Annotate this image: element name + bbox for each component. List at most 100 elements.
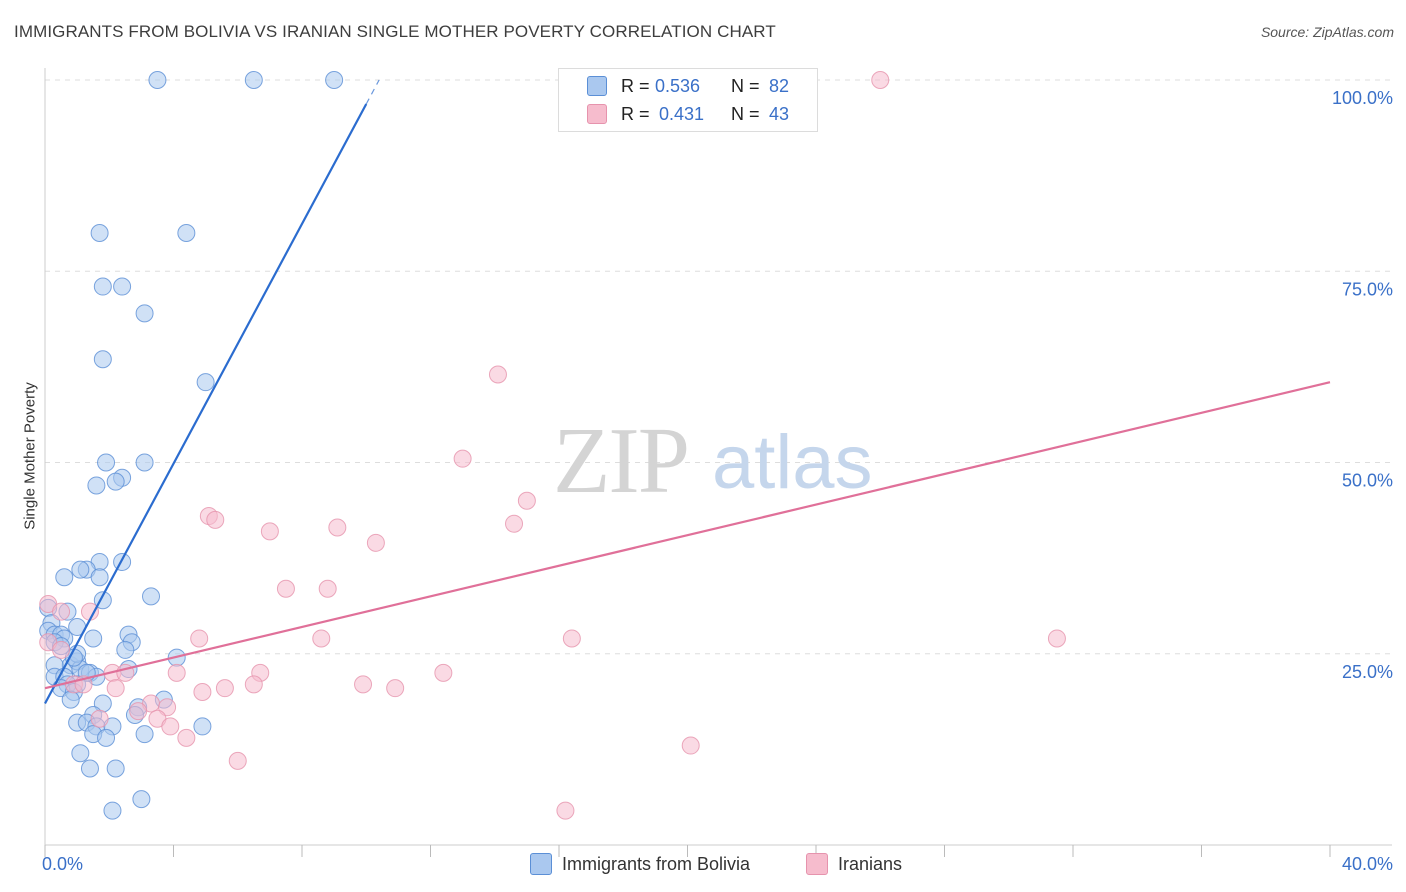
bottom-legend-label: Immigrants from Bolivia	[562, 853, 751, 874]
bolivia-point	[148, 71, 167, 89]
legend-r-label: R =	[621, 75, 650, 96]
iranian-point	[52, 602, 71, 621]
bolivia-point	[87, 476, 106, 495]
bottom-legend-bolivia: Immigrants from Bolivia	[530, 852, 750, 876]
stats-legend: R = 0.536 N = 82 R = 0.431 N = 43	[558, 68, 818, 132]
source-label: Source: ZipAtlas.com	[1260, 24, 1394, 40]
iranian-point	[318, 579, 337, 598]
bolivia-point	[135, 304, 154, 323]
bolivia-point	[132, 790, 151, 809]
bolivia-point	[106, 472, 125, 491]
iranian-trendline	[44, 381, 1331, 690]
legend-r-value: 0.536	[655, 75, 701, 96]
bolivia-point	[71, 560, 90, 579]
watermark-atlas: atlas	[712, 420, 873, 505]
bolivia-point	[61, 690, 80, 709]
iranian-point	[161, 717, 180, 736]
legend-n-value: 43	[769, 103, 790, 124]
bottom-legend-iranians: Iranians	[806, 852, 902, 876]
bolivia-point	[177, 224, 196, 242]
y-tick-label: 75.0%	[1342, 279, 1393, 299]
legend-n-label: N =	[731, 103, 760, 124]
x-tick-label: 0.0%	[42, 854, 83, 874]
bolivia-trendline	[44, 103, 368, 704]
bolivia-point	[90, 224, 109, 242]
bolivia-point	[113, 552, 132, 571]
bolivia-point	[103, 801, 122, 820]
tick-labels: 25.0% 50.0% 75.0% 100.0% 0.0% 40.0%	[42, 88, 1393, 874]
bolivia-point	[196, 373, 215, 392]
iranian-point	[190, 629, 209, 648]
bolivia-point	[135, 725, 154, 744]
iranian-point	[434, 663, 453, 682]
iranian-point	[177, 728, 196, 747]
bolivia-point	[325, 71, 344, 89]
legend-swatch-blue	[587, 76, 607, 96]
y-tick-label: 50.0%	[1342, 471, 1393, 491]
bolivia-point	[97, 728, 116, 747]
bolivia-point	[193, 717, 212, 736]
iranian-point	[871, 71, 890, 89]
bolivia-point	[71, 744, 90, 763]
iranian-point	[206, 510, 225, 529]
bolivia-point	[84, 629, 103, 648]
iranian-point	[517, 491, 536, 510]
points-layer	[39, 71, 1066, 820]
trend-layer	[44, 79, 1331, 704]
legend-swatch-pink	[587, 104, 607, 124]
bottom-legend-label: Iranians	[838, 853, 903, 874]
iranian-point	[1047, 629, 1066, 648]
legend-r-label: R =	[621, 103, 650, 124]
iranian-point	[193, 683, 212, 701]
bolivia-point	[90, 568, 109, 587]
iranian-point	[681, 736, 700, 755]
iranian-point	[386, 679, 405, 698]
iranian-point	[453, 449, 472, 468]
legend-r-value: 0.431	[659, 103, 705, 124]
grid-layer	[45, 79, 1392, 655]
y-tick-label: 25.0%	[1342, 662, 1393, 682]
legend-n-label: N =	[731, 75, 760, 96]
iranian-point	[556, 801, 575, 820]
bolivia-point	[116, 640, 135, 659]
iranian-point	[90, 709, 109, 728]
bolivia-point	[244, 71, 263, 89]
bolivia-point	[80, 759, 99, 778]
iranian-point	[167, 663, 186, 682]
iranian-point	[276, 579, 295, 598]
bottom-legend-swatch-pink	[806, 853, 828, 875]
iranian-point	[260, 522, 279, 541]
y-tick-label: 100.0%	[1332, 88, 1393, 108]
bolivia-point	[93, 350, 112, 369]
chart-title: IMMIGRANTS FROM BOLIVIA VS IRANIAN SINGL…	[14, 22, 776, 41]
legend-n-value: 82	[769, 75, 790, 96]
bolivia-trendline-extension	[365, 79, 380, 105]
bottom-legend-swatch-blue	[530, 853, 552, 875]
iranian-point	[129, 702, 148, 721]
iranian-point	[505, 514, 524, 533]
iranian-point	[158, 698, 177, 717]
axis-layer	[44, 68, 1392, 857]
watermark-zip: ZIP	[553, 409, 688, 513]
bolivia-point	[106, 759, 125, 778]
iranian-point	[562, 629, 581, 648]
iranian-point	[106, 679, 125, 698]
iranian-point	[215, 679, 234, 698]
iranian-point	[244, 675, 263, 694]
iranian-point	[52, 640, 71, 659]
iranian-point	[328, 518, 347, 537]
iranian-point	[228, 751, 247, 770]
bolivia-point	[142, 587, 161, 606]
bolivia-point	[97, 453, 116, 472]
iranian-point	[312, 629, 331, 648]
watermark: ZIP atlas	[553, 409, 873, 513]
bolivia-point	[55, 568, 74, 587]
iranian-point	[366, 533, 385, 552]
x-tick-label: 40.0%	[1342, 854, 1393, 874]
bolivia-point	[135, 453, 154, 472]
bolivia-point	[113, 277, 132, 296]
bolivia-point	[93, 277, 112, 296]
iranian-point	[354, 675, 373, 694]
iranian-point	[488, 365, 507, 384]
